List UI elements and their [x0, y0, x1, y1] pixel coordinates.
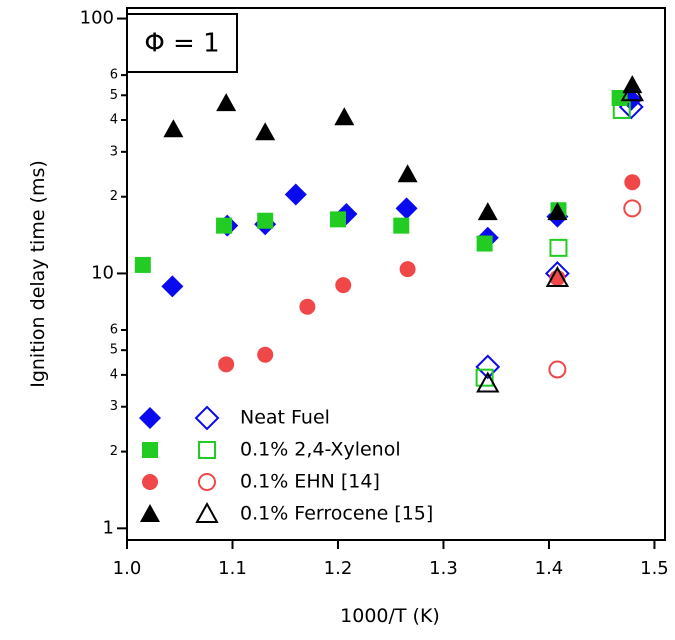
annotation: Φ = 1 — [144, 29, 219, 59]
marker — [476, 235, 493, 252]
y-tick-label: 3 — [110, 399, 118, 414]
y-tick-label: 3 — [110, 144, 118, 159]
x-tick-label: 1.3 — [429, 558, 458, 579]
y-tick-label: 1 — [103, 517, 114, 538]
marker — [475, 368, 494, 387]
marker — [620, 80, 644, 102]
y-tick-label: 5 — [110, 88, 118, 103]
marker — [329, 211, 346, 228]
marker — [395, 197, 418, 220]
marker — [477, 202, 498, 221]
y-tick-label: 6 — [110, 322, 118, 337]
marker — [255, 122, 276, 141]
marker — [548, 360, 567, 379]
marker — [161, 275, 184, 298]
legend-marker — [140, 504, 160, 522]
y-tick-label: 2 — [110, 189, 118, 204]
marker — [134, 256, 151, 273]
legend-marker — [198, 473, 216, 491]
legend-label: Neat Fuel — [240, 407, 330, 429]
marker — [399, 261, 416, 278]
marker — [475, 354, 501, 380]
marker — [397, 164, 418, 183]
x-axis-label: 1000/T (K) — [340, 605, 440, 627]
y-tick-label: 4 — [110, 112, 118, 127]
marker — [624, 174, 641, 191]
y-tick-label: 10 — [91, 262, 114, 283]
marker — [545, 265, 570, 287]
x-tick-label: 1.5 — [640, 558, 669, 579]
marker — [623, 199, 642, 218]
marker — [257, 346, 274, 363]
legend-marker — [194, 405, 220, 431]
legend-marker — [142, 474, 158, 490]
legend-marker — [195, 501, 219, 523]
legend-label: 0.1% EHN [14] — [240, 471, 380, 493]
annotation-box — [126, 13, 238, 73]
marker — [299, 298, 316, 315]
marker — [218, 356, 235, 373]
marker — [163, 119, 184, 138]
y-axis-label: Ignition delay time (ms) — [27, 160, 49, 388]
y-tick-label: 4 — [110, 367, 118, 382]
marker — [257, 212, 274, 229]
marker — [476, 371, 500, 393]
legend-label: 0.1% 2,4-Xylenol — [240, 439, 401, 461]
marker — [393, 217, 410, 234]
marker — [216, 217, 233, 234]
legend-marker — [198, 441, 216, 459]
y-tick-label: 2 — [110, 444, 118, 459]
marker — [549, 238, 568, 257]
marker — [612, 100, 631, 119]
marker — [216, 93, 237, 112]
x-tick-label: 1.0 — [113, 558, 142, 579]
legend-marker — [142, 442, 158, 458]
marker — [334, 107, 355, 126]
x-tick-label: 1.2 — [324, 558, 353, 579]
y-tick-label: 5 — [110, 343, 118, 358]
y-tick-label: 100 — [80, 8, 114, 29]
marker — [284, 183, 307, 206]
legend-label: 0.1% Ferrocene [15] — [240, 503, 433, 525]
legend-marker — [139, 407, 161, 429]
x-tick-label: 1.4 — [535, 558, 564, 579]
y-tick-label: 6 — [110, 68, 118, 83]
marker — [547, 202, 568, 221]
x-tick-label: 1.1 — [218, 558, 247, 579]
marker — [335, 277, 352, 294]
